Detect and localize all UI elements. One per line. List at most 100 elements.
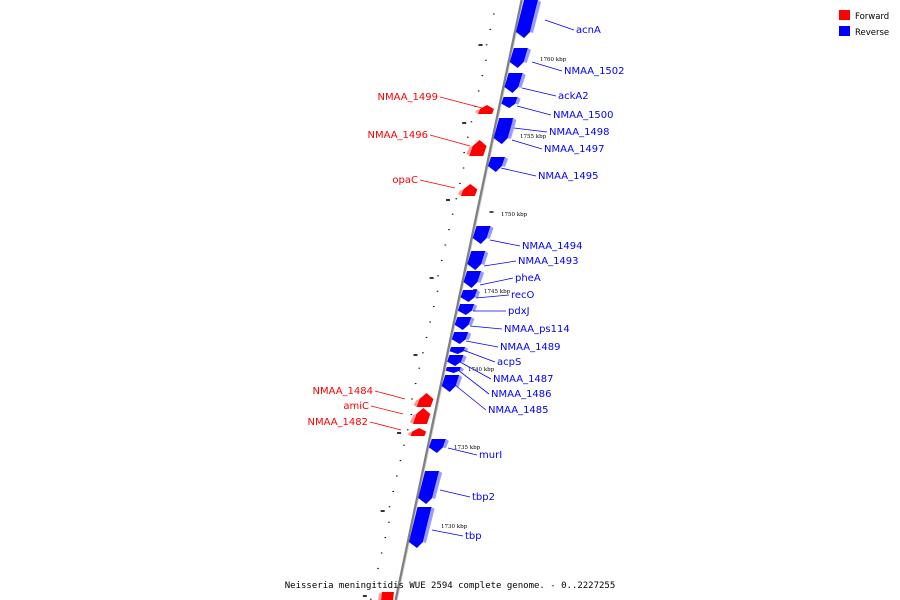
gene-arrow[interactable] — [487, 157, 509, 172]
gene-body — [428, 439, 446, 453]
gene-label[interactable]: murI — [479, 450, 502, 461]
gene-arrow[interactable] — [457, 184, 478, 196]
gene-arrow[interactable] — [460, 290, 481, 302]
gene-arrow[interactable] — [516, 0, 541, 38]
gene-side — [442, 439, 449, 449]
gene-arrow[interactable] — [501, 97, 521, 108]
label-leader — [516, 105, 552, 116]
label-leader — [489, 239, 521, 247]
gene-side — [466, 146, 473, 156]
gene-body — [447, 355, 464, 366]
gene-body — [445, 367, 461, 373]
gene-body — [460, 184, 478, 196]
gene-label[interactable]: pheA — [515, 273, 541, 284]
gene-label[interactable]: tbp — [465, 531, 482, 542]
label-leader-layer — [369, 19, 575, 537]
gene-side — [477, 271, 485, 283]
gene-label[interactable]: NMAA_1489 — [500, 342, 561, 353]
label-leader — [439, 96, 483, 109]
gene-label[interactable]: NMAA_1484 — [312, 386, 373, 397]
gene-body — [410, 428, 427, 436]
gene-arrow[interactable] — [428, 439, 449, 453]
gene-arrow[interactable] — [475, 105, 494, 114]
label-leader — [465, 340, 499, 348]
gene-arrow[interactable] — [472, 226, 494, 244]
gene-arrow[interactable] — [463, 271, 485, 288]
gene-label[interactable]: NMAA_1494 — [522, 241, 583, 252]
label-leader — [447, 447, 478, 456]
gene-side — [432, 471, 443, 499]
gene-side — [459, 367, 464, 372]
gene-side — [515, 97, 521, 105]
gene-label[interactable]: NMAA_1498 — [549, 127, 610, 138]
gene-label[interactable]: pdxJ — [508, 306, 530, 317]
genome-backbone-highlight — [396, 0, 524, 600]
gene-label[interactable]: opaC — [392, 175, 418, 186]
gene-body — [408, 507, 432, 548]
gene-label[interactable]: NMAA_ps114 — [504, 324, 570, 335]
gene-side — [475, 109, 480, 114]
gene-arrow[interactable] — [441, 375, 463, 392]
gene-label[interactable]: NMAA_1493 — [518, 256, 579, 267]
gene-label[interactable]: acnA — [576, 25, 601, 36]
gene-arrow[interactable] — [418, 471, 443, 504]
gene-arrow[interactable] — [457, 304, 478, 315]
gene-label[interactable]: NMAA_1499 — [377, 92, 438, 103]
gene-arrow[interactable] — [407, 428, 427, 436]
gene-label[interactable]: NMAA_1495 — [538, 171, 599, 182]
gene-side — [481, 251, 489, 265]
gene-label[interactable]: NMAA_1482 — [307, 417, 368, 428]
gene-side — [523, 48, 531, 63]
gene-label[interactable]: NMAA_1497 — [544, 144, 605, 155]
gene-side — [471, 304, 478, 312]
gene-arrow[interactable] — [509, 48, 531, 68]
gene-body — [418, 471, 440, 504]
gene-arrow[interactable] — [408, 507, 435, 548]
tick-label: 1750 kbp — [501, 212, 528, 218]
gene-side — [486, 226, 494, 239]
gene-side — [468, 317, 475, 326]
gene-label[interactable]: NMAA_1487 — [493, 374, 554, 385]
legend-forward-label: Forward — [855, 12, 889, 22]
label-leader — [429, 134, 471, 147]
gene-arrow[interactable] — [493, 121, 516, 144]
gene-label[interactable]: NMAA_1486 — [491, 389, 552, 400]
gene-side — [474, 290, 481, 299]
gene-arrow[interactable] — [454, 317, 475, 330]
label-leader — [369, 421, 402, 431]
gene-label[interactable]: tbp2 — [472, 492, 495, 503]
tick-label: 1760 kbp — [540, 57, 567, 63]
gene-label[interactable]: NMAA_1496 — [367, 130, 428, 141]
gene-arrow[interactable] — [504, 73, 526, 93]
genome-backbone — [394, 0, 524, 600]
gene-label-layer: acnA NMAA_1502 ackA2 NMAA_1500 NMAA_1499… — [307, 25, 624, 542]
gene-arrow[interactable] — [447, 355, 467, 366]
gene-label[interactable]: NMAA_1500 — [553, 110, 614, 121]
gene-label[interactable]: NMAA_1502 — [564, 66, 625, 77]
minor-tick-layer — [369, 13, 495, 600]
label-leader — [419, 179, 456, 189]
gene-arrow[interactable] — [409, 408, 431, 424]
gene-body — [416, 393, 434, 407]
gene-label[interactable]: ackA2 — [558, 91, 589, 102]
gene-side — [413, 399, 420, 407]
gene-body — [487, 157, 506, 172]
label-leader — [459, 361, 492, 380]
label-leader — [457, 369, 490, 395]
gene-side — [530, 0, 541, 33]
gene-arrow[interactable] — [466, 140, 487, 156]
gene-label[interactable]: acpS — [497, 357, 521, 368]
gene-label[interactable]: amiC — [343, 401, 369, 412]
gene-body — [469, 140, 487, 156]
gene-arrow[interactable] — [467, 251, 489, 270]
label-leader — [439, 489, 471, 498]
gene-side — [378, 592, 382, 600]
gene-side — [518, 73, 526, 88]
gene-arrow[interactable] — [413, 393, 434, 407]
gene-label[interactable]: recO — [511, 290, 535, 301]
label-leader — [469, 325, 503, 330]
gene-arrow[interactable] — [451, 332, 472, 344]
gene-arrow[interactable] — [445, 367, 464, 373]
gene-body — [381, 592, 394, 600]
gene-label[interactable]: NMAA_1485 — [488, 405, 549, 416]
